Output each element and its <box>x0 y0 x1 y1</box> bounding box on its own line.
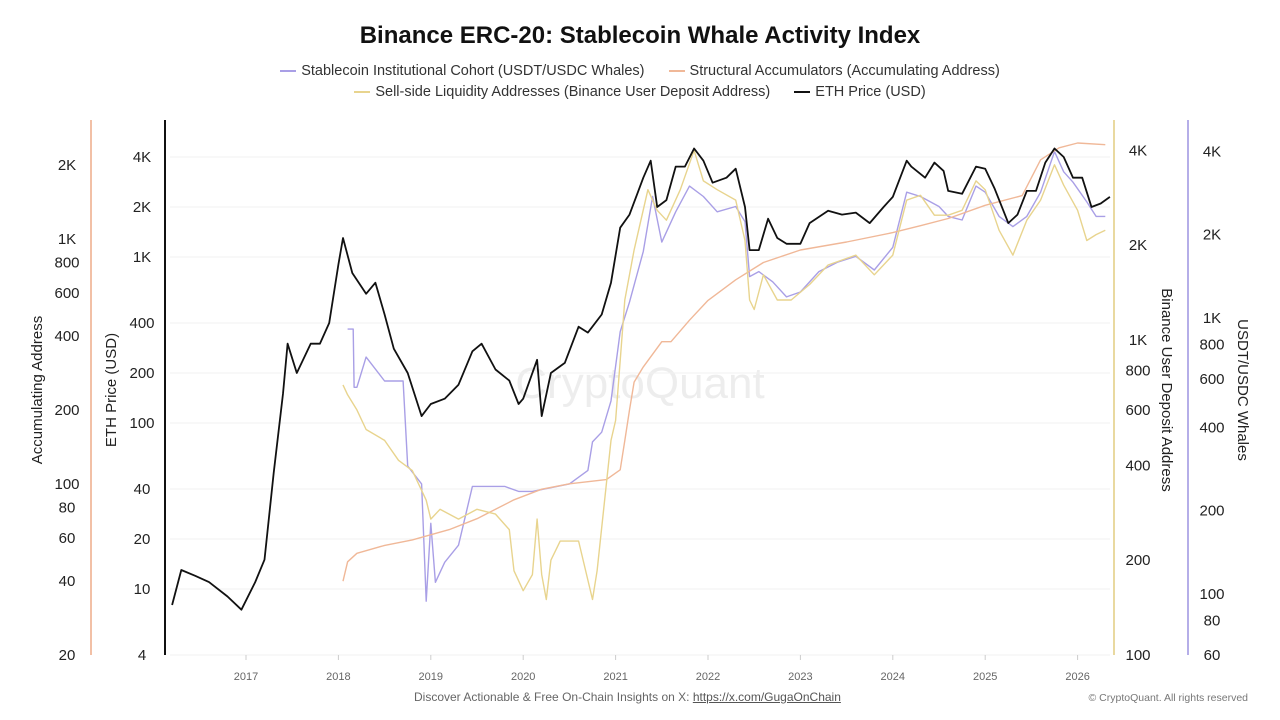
x-tick-label: 2023 <box>788 671 812 683</box>
legend-row-1: Stablecoin Institutional Cohort (USDT/US… <box>0 63 1280 79</box>
y-tick-label-whales: 80 <box>1204 613 1221 630</box>
y-tick-label-accum: 600 <box>54 285 79 302</box>
y-tick-label-eth: 100 <box>129 415 154 432</box>
x-tick-label: 2026 <box>1065 671 1089 683</box>
footer: Discover Actionable & Free On-Chain Insi… <box>414 690 841 704</box>
y-tick-label-eth: 2K <box>133 199 151 216</box>
y-tick-label-eth: 200 <box>129 365 154 382</box>
y-tick-label-accum: 800 <box>54 254 79 271</box>
y-tick-label-accum: 100 <box>54 476 79 493</box>
legend-item-eth[interactable]: ETH Price (USD) <box>794 84 926 100</box>
series-line-accum <box>342 142 1106 582</box>
legend-item-deposit[interactable]: Sell-side Liquidity Addresses (Binance U… <box>354 84 770 100</box>
y-tick-label-deposit: 100 <box>1125 647 1150 664</box>
y-tick-label-whales: 2K <box>1203 227 1221 244</box>
x-tick-label: 2025 <box>973 671 997 683</box>
legend-swatch <box>794 91 811 94</box>
y-tick-label-deposit: 800 <box>1125 363 1150 380</box>
footer-link[interactable]: https://x.com/GugaOnChain <box>692 690 841 704</box>
y-tick-label-deposit: 2K <box>1129 237 1147 254</box>
y-tick-label-eth: 40 <box>134 481 151 498</box>
x-tick-label: 2022 <box>696 671 720 683</box>
chart-title: Binance ERC-20: Stablecoin Whale Activit… <box>359 22 921 49</box>
y-tick-label-accum: 60 <box>59 530 76 547</box>
x-tick-label: 2017 <box>234 671 258 683</box>
y-tick-label-accum: 20 <box>59 647 76 664</box>
axis-title-whales: USDT/USDC Whales <box>1234 319 1251 461</box>
y-tick-label-eth: 4K <box>133 149 151 166</box>
y-tick-label-whales: 800 <box>1199 337 1224 354</box>
legend-label: Structural Accumulators (Accumulating Ad… <box>689 63 1000 79</box>
y-tick-label-whales: 4K <box>1203 144 1221 161</box>
legend-label: ETH Price (USD) <box>815 84 926 100</box>
y-tick-label-accum: 2K <box>58 157 76 174</box>
series-line-whales <box>347 150 1106 602</box>
legend-label: Stablecoin Institutional Cohort (USDT/US… <box>301 63 645 79</box>
legend-row-2: Sell-side Liquidity Addresses (Binance U… <box>0 84 1280 100</box>
y-tick-label-deposit: 4K <box>1129 142 1147 159</box>
x-tick-label: 2019 <box>419 671 443 683</box>
y-tick-label-whales: 1K <box>1203 310 1221 327</box>
y-tick-label-whales: 100 <box>1199 586 1224 603</box>
footer-text: Discover Actionable & Free On-Chain Insi… <box>414 690 693 704</box>
legend-label: Sell-side Liquidity Addresses (Binance U… <box>375 84 771 100</box>
series-line-eth <box>171 147 1111 611</box>
legend-swatch <box>354 91 371 94</box>
x-tick-label: 2018 <box>326 671 350 683</box>
axis-title-eth: ETH Price (USD) <box>103 333 120 447</box>
y-tick-label-accum: 40 <box>59 573 76 590</box>
y-tick-label-accum: 1K <box>58 231 76 248</box>
y-tick-label-whales: 400 <box>1199 420 1224 437</box>
y-tick-label-deposit: 200 <box>1125 552 1150 569</box>
y-tick-label-eth: 4 <box>138 647 146 664</box>
y-tick-label-whales: 60 <box>1204 647 1221 664</box>
copyright: © CryptoQuant. All rights reserved <box>1088 692 1248 704</box>
axis-title-deposit: Binance User Deposit Address <box>1158 288 1175 491</box>
y-tick-label-eth: 10 <box>134 581 151 598</box>
y-tick-label-accum: 400 <box>54 328 79 345</box>
legend-swatch <box>280 70 297 73</box>
series-line-deposit <box>342 149 1106 601</box>
x-tick-label: 2024 <box>881 671 905 683</box>
watermark: CryptoQuant <box>515 359 764 408</box>
y-tick-label-deposit: 1K <box>1129 332 1147 349</box>
y-tick-label-accum: 200 <box>54 402 79 419</box>
y-tick-label-whales: 200 <box>1199 503 1224 520</box>
y-tick-label-deposit: 600 <box>1125 402 1150 419</box>
x-tick-label: 2020 <box>511 671 535 683</box>
y-tick-label-whales: 600 <box>1199 371 1224 388</box>
legend-item-accumulators[interactable]: Structural Accumulators (Accumulating Ad… <box>668 63 1000 79</box>
y-tick-label-eth: 1K <box>133 249 151 266</box>
y-tick-label-deposit: 400 <box>1125 457 1150 474</box>
y-tick-label-accum: 80 <box>59 499 76 516</box>
legend-item-whales[interactable]: Stablecoin Institutional Cohort (USDT/US… <box>280 63 645 79</box>
y-tick-label-eth: 400 <box>129 315 154 332</box>
legend-swatch <box>668 70 685 73</box>
x-tick-label: 2021 <box>603 671 627 683</box>
y-tick-label-eth: 20 <box>134 531 151 548</box>
axis-title-accum: Accumulating Address <box>29 316 46 464</box>
